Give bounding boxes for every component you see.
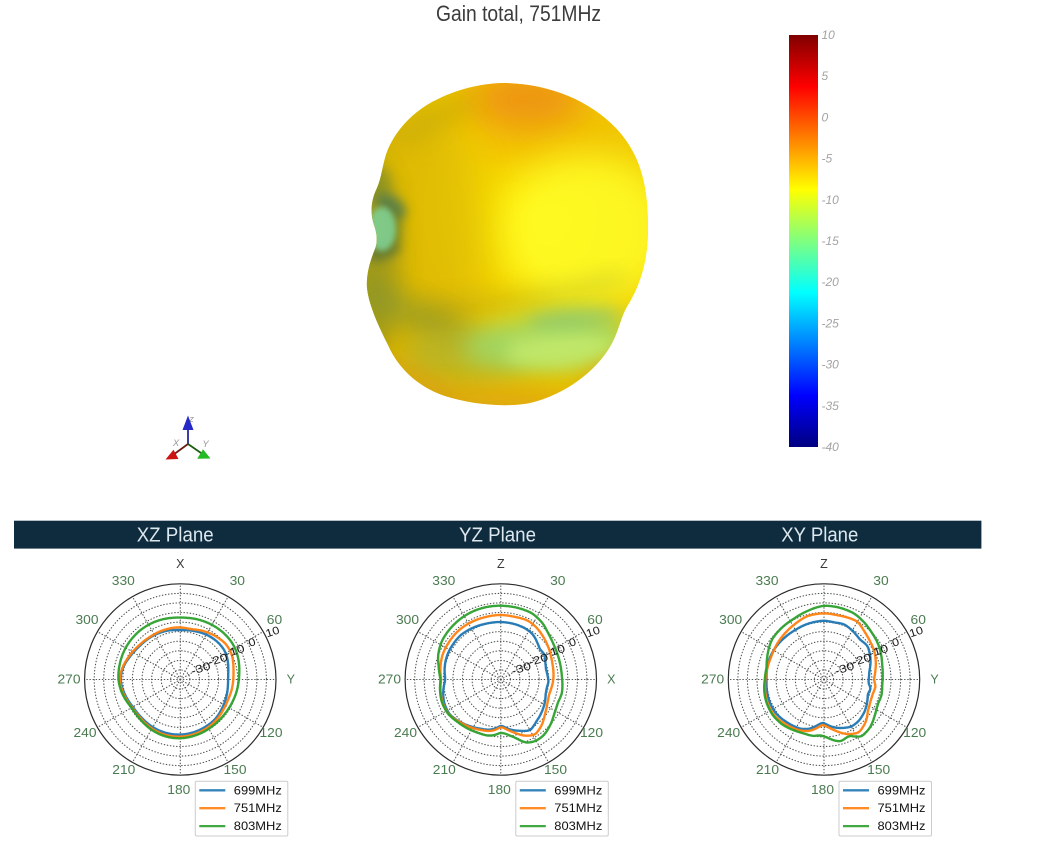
svg-text:YZ Plane: YZ Plane xyxy=(459,525,536,547)
svg-text:120: 120 xyxy=(580,726,603,740)
svg-text:-20: -20 xyxy=(527,652,550,670)
svg-text:10: 10 xyxy=(908,625,925,641)
svg-text:240: 240 xyxy=(74,726,97,740)
svg-text:300: 300 xyxy=(76,613,99,627)
svg-text:300: 300 xyxy=(396,613,419,627)
svg-text:z: z xyxy=(188,414,194,425)
svg-text:699MHz: 699MHz xyxy=(234,783,282,797)
svg-text:0: 0 xyxy=(567,636,577,650)
svg-text:XY Plane: XY Plane xyxy=(781,525,858,547)
svg-text:10: 10 xyxy=(264,625,281,641)
svg-text:60: 60 xyxy=(267,613,282,627)
svg-text:803MHz: 803MHz xyxy=(554,819,602,833)
svg-text:XZ Plane: XZ Plane xyxy=(137,525,214,547)
svg-text:-25: -25 xyxy=(822,316,840,330)
svg-text:330: 330 xyxy=(112,574,135,588)
svg-text:-15: -15 xyxy=(822,234,840,248)
svg-text:120: 120 xyxy=(903,726,926,740)
svg-text:699MHz: 699MHz xyxy=(554,783,602,797)
svg-text:30: 30 xyxy=(873,574,888,588)
svg-text:150: 150 xyxy=(544,763,567,777)
svg-text:180: 180 xyxy=(811,783,834,797)
svg-text:-10: -10 xyxy=(224,643,247,661)
svg-text:Z: Z xyxy=(820,557,828,571)
svg-text:330: 330 xyxy=(756,574,779,588)
svg-text:300: 300 xyxy=(719,613,742,627)
svg-text:30: 30 xyxy=(550,574,565,588)
svg-text:-10: -10 xyxy=(544,643,567,661)
svg-text:-40: -40 xyxy=(822,440,840,454)
svg-text:210: 210 xyxy=(112,763,135,777)
svg-text:60: 60 xyxy=(587,613,602,627)
svg-text:270: 270 xyxy=(378,673,401,687)
svg-text:240: 240 xyxy=(394,726,417,740)
svg-text:Y: Y xyxy=(930,673,939,687)
svg-text:-5: -5 xyxy=(822,152,833,166)
svg-text:803MHz: 803MHz xyxy=(878,819,926,833)
svg-text:180: 180 xyxy=(488,783,511,797)
svg-text:60: 60 xyxy=(911,613,926,627)
svg-text:120: 120 xyxy=(260,726,283,740)
svg-text:Z: Z xyxy=(497,557,505,571)
svg-text:Gain total, 751MHz: Gain total, 751MHz xyxy=(436,1,601,26)
svg-text:150: 150 xyxy=(224,763,247,777)
svg-text:150: 150 xyxy=(867,763,890,777)
svg-text:180: 180 xyxy=(167,783,190,797)
svg-text:-30: -30 xyxy=(833,660,856,678)
svg-text:-20: -20 xyxy=(822,275,840,289)
svg-text:X: X xyxy=(176,557,185,571)
svg-text:-30: -30 xyxy=(510,660,533,678)
svg-text:Y: Y xyxy=(202,439,209,450)
svg-text:-20: -20 xyxy=(207,652,230,670)
svg-text:10: 10 xyxy=(822,28,836,42)
svg-text:0: 0 xyxy=(247,636,257,650)
svg-text:330: 330 xyxy=(432,574,455,588)
svg-text:803MHz: 803MHz xyxy=(234,819,282,833)
svg-text:X: X xyxy=(607,673,616,687)
svg-text:-30: -30 xyxy=(190,660,213,678)
svg-text:-10: -10 xyxy=(822,193,840,207)
svg-text:30: 30 xyxy=(230,574,245,588)
svg-text:-35: -35 xyxy=(822,399,840,413)
svg-text:0: 0 xyxy=(822,110,829,124)
svg-text:270: 270 xyxy=(701,673,724,687)
svg-text:-10: -10 xyxy=(867,643,890,661)
svg-text:10: 10 xyxy=(585,625,602,641)
svg-text:Y: Y xyxy=(287,673,296,687)
svg-text:X: X xyxy=(172,438,180,449)
svg-text:751MHz: 751MHz xyxy=(234,801,282,815)
svg-text:-20: -20 xyxy=(850,652,873,670)
svg-text:210: 210 xyxy=(756,763,779,777)
svg-text:-30: -30 xyxy=(822,358,840,372)
svg-text:240: 240 xyxy=(717,726,740,740)
svg-text:0: 0 xyxy=(891,636,901,650)
svg-text:5: 5 xyxy=(822,69,829,83)
svg-text:210: 210 xyxy=(433,763,456,777)
svg-text:751MHz: 751MHz xyxy=(554,801,602,815)
svg-text:270: 270 xyxy=(58,673,81,687)
svg-text:751MHz: 751MHz xyxy=(878,801,926,815)
svg-text:699MHz: 699MHz xyxy=(878,783,926,797)
